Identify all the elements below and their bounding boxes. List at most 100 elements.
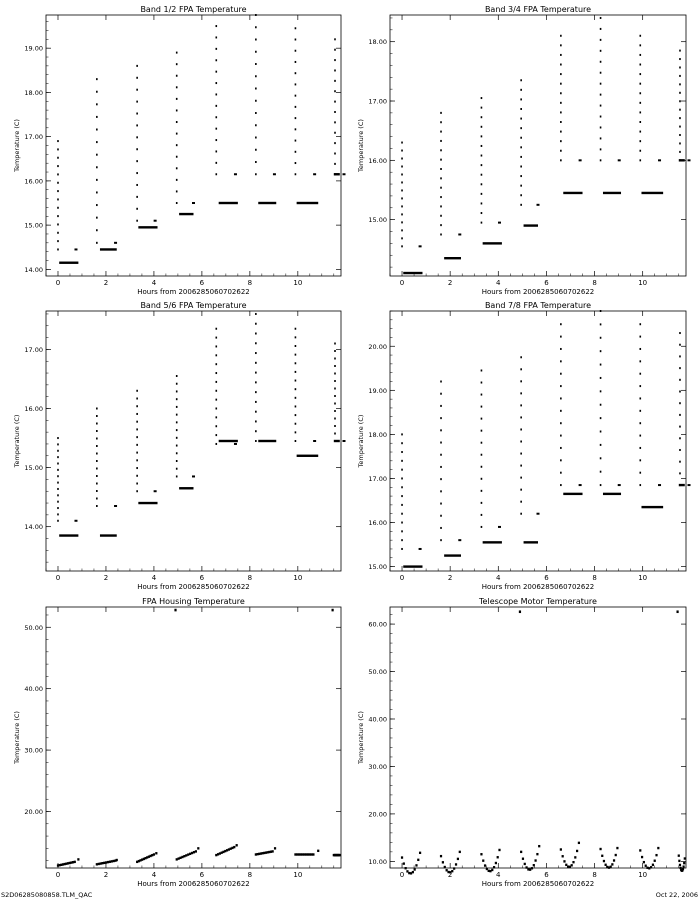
data-point (175, 97, 178, 100)
data-point (406, 870, 409, 873)
data-point (215, 363, 218, 366)
data-point (440, 130, 442, 133)
data-point (480, 477, 483, 480)
data-point (648, 867, 651, 870)
y-tick-label: 60.00 (368, 621, 387, 629)
data-point (413, 868, 416, 871)
data-point (401, 165, 403, 168)
data-point (679, 134, 681, 137)
data-point (60, 863, 63, 867)
data-point (175, 63, 178, 66)
data-point (440, 526, 442, 529)
data-point (458, 539, 462, 542)
data-point (136, 397, 138, 400)
data-point (445, 869, 448, 872)
data-point (440, 233, 442, 236)
data-point (480, 465, 483, 468)
data-point (538, 844, 541, 848)
data-point (272, 440, 276, 442)
data-point (480, 417, 483, 420)
y-tick-label: 30.00 (24, 747, 43, 755)
data-point (215, 127, 218, 130)
data-point (578, 159, 582, 162)
data-point (678, 859, 681, 863)
data-point (520, 203, 522, 206)
data-point (492, 866, 496, 869)
data-point (679, 378, 681, 381)
data-point (487, 869, 490, 873)
footer-filename: S2D06285080858.TLM_QAC (1, 891, 93, 899)
data-point (639, 471, 642, 474)
data-point (271, 850, 274, 853)
data-point (263, 851, 266, 855)
data-point (255, 14, 257, 16)
data-point (255, 342, 257, 345)
data-point (401, 237, 403, 240)
data-point (268, 850, 271, 854)
data-point (408, 871, 411, 875)
data-point (480, 164, 483, 167)
data-point (175, 155, 178, 158)
data-point (520, 146, 522, 149)
data-point (599, 60, 602, 63)
data-point (215, 407, 218, 410)
data-point (294, 162, 297, 165)
data-point (520, 380, 522, 383)
data-point (599, 847, 602, 851)
data-point (658, 484, 662, 487)
data-point (192, 851, 196, 854)
data-point (611, 863, 614, 866)
data-point (96, 430, 98, 432)
data-point (294, 853, 297, 856)
data-point (402, 862, 405, 865)
data-point (440, 490, 442, 493)
data-point (639, 92, 642, 95)
data-point (480, 212, 483, 215)
data-spike (518, 610, 522, 614)
data-plateau (99, 534, 117, 537)
y-tick-label: 16.00 (368, 157, 387, 165)
y-tick-label: 17.00 (24, 133, 43, 141)
data-point (57, 248, 59, 251)
data-point (687, 484, 691, 487)
data-point (99, 862, 102, 865)
data-point (679, 437, 681, 440)
chart-panel: Band 3/4 FPA Temperature Hours from 20062… (357, 5, 691, 296)
plot-frame (389, 606, 687, 869)
data-point (255, 50, 257, 53)
data-point (273, 847, 277, 850)
data-point (440, 158, 442, 161)
data-point (480, 154, 483, 157)
data-point (334, 432, 336, 435)
data-point (527, 868, 530, 871)
data-point (599, 363, 602, 366)
data-point (57, 173, 59, 176)
data-plateau (99, 248, 117, 251)
data-point (447, 870, 450, 874)
data-point (401, 495, 403, 498)
data-point (679, 355, 681, 358)
data-point (599, 38, 602, 41)
data-point (294, 388, 297, 391)
data-point (294, 94, 297, 97)
data-point (294, 49, 297, 52)
data-point (215, 25, 218, 28)
data-point (497, 525, 501, 528)
data-point (480, 525, 483, 528)
data-point (565, 863, 568, 867)
data-point (222, 850, 225, 854)
data-point (415, 864, 418, 867)
data-point (215, 70, 218, 73)
data-point (175, 444, 178, 447)
data-point (255, 371, 257, 374)
data-point (520, 175, 522, 178)
data-point (679, 74, 681, 77)
x-tick-label: 6 (544, 871, 549, 879)
chart-title: Band 7/8 FPA Temperature (485, 301, 591, 310)
data-point (639, 849, 642, 852)
data-point (192, 475, 195, 478)
data-point (334, 90, 336, 93)
data-point (334, 357, 336, 360)
data-point (334, 350, 336, 352)
data-plateau (258, 439, 277, 443)
